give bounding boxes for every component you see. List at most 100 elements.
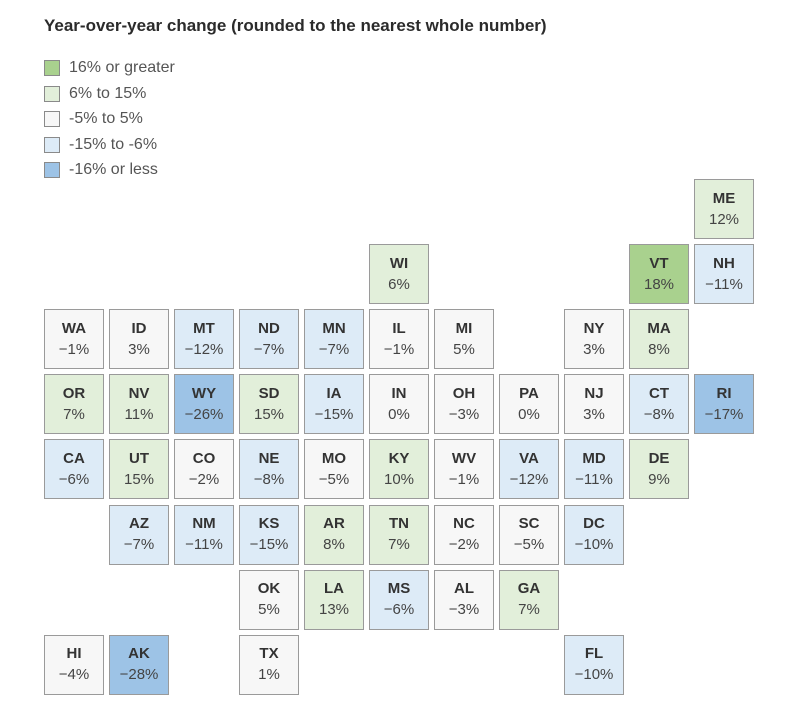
state-abbr: OH [452, 384, 476, 402]
state-value: −5% [513, 536, 545, 553]
state-tile-la[interactable]: LA 13% [304, 569, 364, 630]
state-tile-mi[interactable]: MI 5% [434, 309, 494, 370]
state-value: −12% [509, 470, 549, 488]
state-tile-az[interactable]: AZ −7% [109, 504, 169, 565]
state-tile-co[interactable]: CO −2% [174, 439, 234, 500]
state-value: −11% [185, 536, 223, 553]
state-tile-hi[interactable]: HI −4% [44, 634, 104, 695]
state-abbr: TN [389, 515, 409, 532]
state-value: 8% [648, 340, 670, 358]
state-tile-nh[interactable]: NH −11% [694, 244, 754, 305]
legend-label: 16% or greater [69, 59, 175, 76]
legend-label: -15% to -6% [69, 135, 158, 153]
state-tile-nv[interactable]: NV 11% [109, 374, 169, 435]
state-tile-nc[interactable]: NC −2% [434, 504, 494, 565]
state-tile-in[interactable]: IN 0% [369, 374, 429, 435]
state-tile-al[interactable]: AL −3% [434, 569, 494, 630]
state-abbr: AR [323, 515, 345, 532]
state-tile-ar[interactable]: AR 8% [304, 504, 364, 565]
state-value: 15% [123, 470, 155, 488]
state-value: −1% [448, 470, 480, 488]
state-tile-mn[interactable]: MN −7% [304, 309, 364, 370]
state-tile-ky[interactable]: KY 10% [369, 439, 429, 500]
state-abbr: CO [192, 449, 216, 467]
state-tile-pa[interactable]: PA 0% [499, 374, 559, 435]
state-tile-sc[interactable]: SC −5% [499, 504, 559, 565]
state-abbr: MN [322, 319, 346, 337]
state-abbr: WA [61, 319, 87, 337]
state-tile-tn[interactable]: TN 7% [369, 504, 429, 565]
state-value: −11% [705, 275, 743, 293]
state-tile-mt[interactable]: MT −12% [174, 309, 234, 370]
state-tile-ri[interactable]: RI −17% [694, 374, 754, 435]
state-tile-ma[interactable]: MA 8% [629, 309, 689, 370]
state-tile-il[interactable]: IL −1% [369, 309, 429, 370]
state-tile-sd[interactable]: SD 15% [239, 374, 299, 435]
legend-swatch [44, 60, 60, 76]
state-tile-wi[interactable]: WI 6% [369, 244, 429, 305]
state-tile-ny[interactable]: NY 3% [564, 309, 624, 370]
state-value: 0% [518, 405, 540, 423]
state-abbr: WI [389, 254, 409, 272]
state-tile-ca[interactable]: CA −6% [44, 439, 104, 500]
state-tile-or[interactable]: OR 7% [44, 374, 104, 435]
legend-label: -5% to 5% [69, 110, 143, 127]
state-value: 13% [318, 601, 350, 619]
state-abbr: KS [258, 515, 280, 532]
state-tile-oh[interactable]: OH −3% [434, 374, 494, 435]
state-value: −10% [574, 666, 614, 684]
state-tile-wa[interactable]: WA −1% [44, 309, 104, 370]
state-abbr: IA [326, 384, 342, 402]
state-tile-me[interactable]: ME 12% [694, 179, 754, 239]
state-tile-ct[interactable]: CT −8% [629, 374, 689, 435]
state-value: 12% [708, 210, 740, 228]
state-value: 9% [648, 470, 670, 488]
state-tile-ks[interactable]: KS −15% [239, 504, 299, 565]
state-tile-va[interactable]: VA −12% [499, 439, 559, 500]
state-tile-md[interactable]: MD −11% [564, 439, 624, 500]
state-abbr: ID [131, 319, 147, 337]
state-tile-mo[interactable]: MO −5% [304, 439, 364, 500]
state-tile-de[interactable]: DE 9% [629, 439, 689, 500]
state-value: −2% [188, 470, 220, 488]
state-tile-ne[interactable]: NE −8% [239, 439, 299, 500]
state-tile-vt[interactable]: VT 18% [629, 244, 689, 305]
state-tile-fl[interactable]: FL −10% [564, 634, 624, 695]
state-value: −2% [448, 536, 480, 553]
state-tile-ms[interactable]: MS −6% [369, 569, 429, 630]
state-tile-tx[interactable]: TX 1% [239, 634, 299, 695]
state-tile-nm[interactable]: NM −11% [174, 504, 234, 565]
legend-item: -16% or less [44, 160, 158, 180]
state-value: −26% [184, 405, 224, 423]
state-value: −28% [119, 666, 159, 684]
legend-swatch [44, 162, 60, 178]
legend-item: -15% to -6% [44, 135, 157, 155]
state-value: −10% [574, 536, 614, 553]
state-abbr: WV [451, 449, 477, 467]
state-tile-nj[interactable]: NJ 3% [564, 374, 624, 435]
legend-item: 16% or greater [44, 58, 175, 78]
state-tile-ak[interactable]: AK −28% [109, 634, 169, 695]
state-tile-id[interactable]: ID 3% [109, 309, 169, 370]
legend-label: 6% to 15% [69, 84, 147, 102]
state-value: 3% [583, 340, 605, 358]
state-value: −7% [253, 340, 285, 358]
state-value: 7% [388, 536, 410, 553]
legend-swatch [44, 111, 60, 127]
state-tile-ok[interactable]: OK 5% [239, 569, 299, 630]
state-abbr: MS [387, 580, 411, 598]
state-abbr: ME [712, 189, 736, 207]
state-tile-nd[interactable]: ND −7% [239, 309, 299, 370]
legend-swatch [44, 136, 60, 153]
state-tile-ga[interactable]: GA 7% [499, 569, 559, 630]
state-abbr: OR [62, 384, 86, 402]
state-value: −12% [184, 340, 224, 358]
state-value: 7% [63, 405, 85, 423]
state-tile-wy[interactable]: WY −26% [174, 374, 234, 435]
state-tile-wv[interactable]: WV −1% [434, 439, 494, 500]
state-value: −6% [58, 470, 90, 488]
state-tile-dc[interactable]: DC −10% [564, 504, 624, 565]
state-tile-ut[interactable]: UT 15% [109, 439, 169, 500]
state-tile-ia[interactable]: IA −15% [304, 374, 364, 435]
